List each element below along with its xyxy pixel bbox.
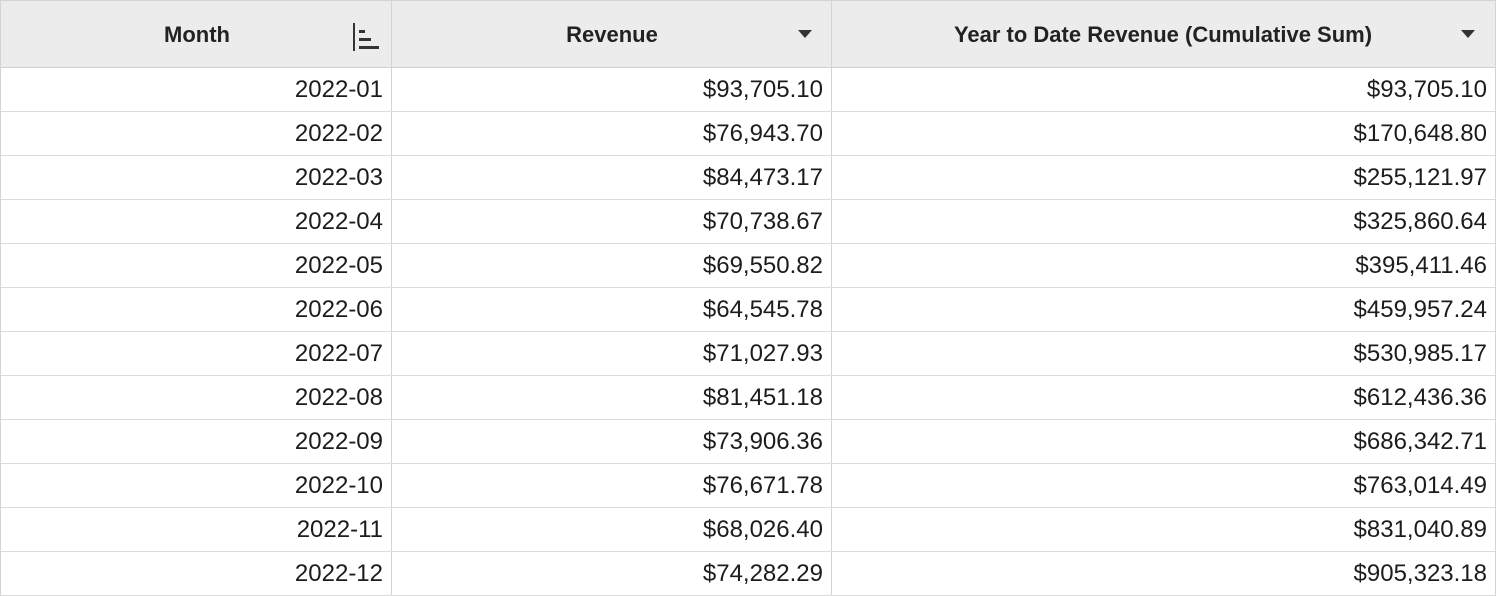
table-row: 2022-09 $73,906.36 $686,342.71 xyxy=(1,420,1495,464)
cell-text: 2022-06 xyxy=(294,296,383,323)
table-row: 2022-02 $76,943.70 $170,648.80 xyxy=(1,112,1495,156)
table-cell: $612,436.36 xyxy=(832,376,1495,419)
table-cell: $459,957.24 xyxy=(832,288,1495,331)
cell-text: $70,738.67 xyxy=(702,208,823,235)
cell-text: $395,411.46 xyxy=(1355,252,1487,279)
table-row: 2022-06 $64,545.78 $459,957.24 xyxy=(1,288,1495,332)
sort-button[interactable] xyxy=(351,21,381,51)
table-row: 2022-11 $68,026.40 $831,040.89 xyxy=(1,508,1495,552)
table-cell: $71,027.93 xyxy=(392,332,832,375)
table-cell: $325,860.64 xyxy=(832,200,1495,243)
table-cell: $395,411.46 xyxy=(832,244,1495,287)
table-cell: $686,342.71 xyxy=(832,420,1495,463)
table-cell: $763,014.49 xyxy=(832,464,1495,507)
table-cell: $81,451.18 xyxy=(392,376,832,419)
table-row: 2022-01 $93,705.10 $93,705.10 xyxy=(1,68,1495,112)
table-cell: 2022-09 xyxy=(1,420,392,463)
table-row: 2022-04 $70,738.67 $325,860.64 xyxy=(1,200,1495,244)
cell-text: 2022-01 xyxy=(294,76,383,103)
cell-text: $93,705.10 xyxy=(702,76,823,103)
column-header: Revenue xyxy=(566,22,658,47)
table-cell: $905,323.18 xyxy=(832,552,1495,595)
table-cell: $255,121.97 xyxy=(832,156,1495,199)
table-row: 2022-10 $76,671.78 $763,014.49 xyxy=(1,464,1495,508)
cell-text: $73,906.36 xyxy=(702,428,823,455)
cell-text: $76,671.78 xyxy=(702,472,823,499)
cell-text: 2022-07 xyxy=(294,340,383,367)
table-row: 2022-05 $69,550.82 $395,411.46 xyxy=(1,244,1495,288)
table-cell: $76,671.78 xyxy=(392,464,832,507)
cell-text: $76,943.70 xyxy=(702,120,823,147)
cell-text: 2022-08 xyxy=(294,384,383,411)
cell-text: 2022-02 xyxy=(294,120,383,147)
column-menu-button[interactable] xyxy=(1460,29,1476,39)
cell-text: $68,026.40 xyxy=(702,516,823,543)
cell-text: 2022-12 xyxy=(294,560,383,587)
table-cell: 2022-07 xyxy=(1,332,392,375)
table-cell: $73,906.36 xyxy=(392,420,832,463)
header-cell: Year to Date Revenue (Cumulative Sum) xyxy=(832,1,1495,67)
cell-text: $831,040.89 xyxy=(1353,516,1487,543)
cell-text: $93,705.10 xyxy=(1366,76,1487,103)
table-cell: $69,550.82 xyxy=(392,244,832,287)
table-cell: $70,738.67 xyxy=(392,200,832,243)
table-cell: 2022-12 xyxy=(1,552,392,595)
cell-text: $255,121.97 xyxy=(1353,164,1487,191)
table-cell: 2022-11 xyxy=(1,508,392,551)
table-cell: $530,985.17 xyxy=(832,332,1495,375)
cell-text: $612,436.36 xyxy=(1353,384,1487,411)
table-cell: 2022-05 xyxy=(1,244,392,287)
cell-text: 2022-04 xyxy=(294,208,383,235)
cell-text: $84,473.17 xyxy=(702,164,823,191)
cell-text: $459,957.24 xyxy=(1353,296,1487,323)
cell-text: $69,550.82 xyxy=(702,252,823,279)
column-header: Year to Date Revenue (Cumulative Sum) xyxy=(953,22,1373,47)
cell-text: 2022-10 xyxy=(294,472,383,499)
table-row: 2022-08 $81,451.18 $612,436.36 xyxy=(1,376,1495,420)
cell-text: 2022-11 xyxy=(296,516,383,543)
cell-text: $325,860.64 xyxy=(1353,208,1487,235)
cell-text: $170,648.80 xyxy=(1353,120,1487,147)
table-cell: $64,545.78 xyxy=(392,288,832,331)
table-cell: $170,648.80 xyxy=(832,112,1495,155)
table-cell: 2022-03 xyxy=(1,156,392,199)
header-cell: Revenue xyxy=(392,1,832,67)
table-cell: $74,282.29 xyxy=(392,552,832,595)
cell-text: 2022-09 xyxy=(294,428,383,455)
cell-text: $64,545.78 xyxy=(702,296,823,323)
table-cell: 2022-04 xyxy=(1,200,392,243)
cell-text: 2022-05 xyxy=(294,252,383,279)
table-cell: 2022-06 xyxy=(1,288,392,331)
table-cell: 2022-02 xyxy=(1,112,392,155)
table-cell: $84,473.17 xyxy=(392,156,832,199)
cell-text: $686,342.71 xyxy=(1353,428,1487,455)
table-cell: 2022-08 xyxy=(1,376,392,419)
cell-text: 2022-03 xyxy=(294,164,383,191)
table-row: 2022-03 $84,473.17 $255,121.97 xyxy=(1,156,1495,200)
table-cell: 2022-10 xyxy=(1,464,392,507)
cell-text: $763,014.49 xyxy=(1353,472,1487,499)
table-row: 2022-07 $71,027.93 $530,985.17 xyxy=(1,332,1495,376)
table-cell: $76,943.70 xyxy=(392,112,832,155)
table-cell: $68,026.40 xyxy=(392,508,832,551)
header-row: Month Revenue Year to Date Revenue (Cumu… xyxy=(1,1,1495,68)
header-cell: Month xyxy=(1,1,392,67)
cell-text: $530,985.17 xyxy=(1353,340,1487,367)
table-cell: $93,705.10 xyxy=(392,68,832,111)
cell-text: $74,282.29 xyxy=(702,560,823,587)
cell-text: $81,451.18 xyxy=(702,384,823,411)
table-cell: $831,040.89 xyxy=(832,508,1495,551)
table-row: 2022-12 $74,282.29 $905,323.18 xyxy=(1,552,1495,596)
table-cell: $93,705.10 xyxy=(832,68,1495,111)
column-menu-button[interactable] xyxy=(797,29,813,39)
cell-text: $71,027.93 xyxy=(702,340,823,367)
column-header: Month xyxy=(164,22,230,47)
cell-text: $905,323.18 xyxy=(1353,560,1487,587)
table-cell: 2022-01 xyxy=(1,68,392,111)
